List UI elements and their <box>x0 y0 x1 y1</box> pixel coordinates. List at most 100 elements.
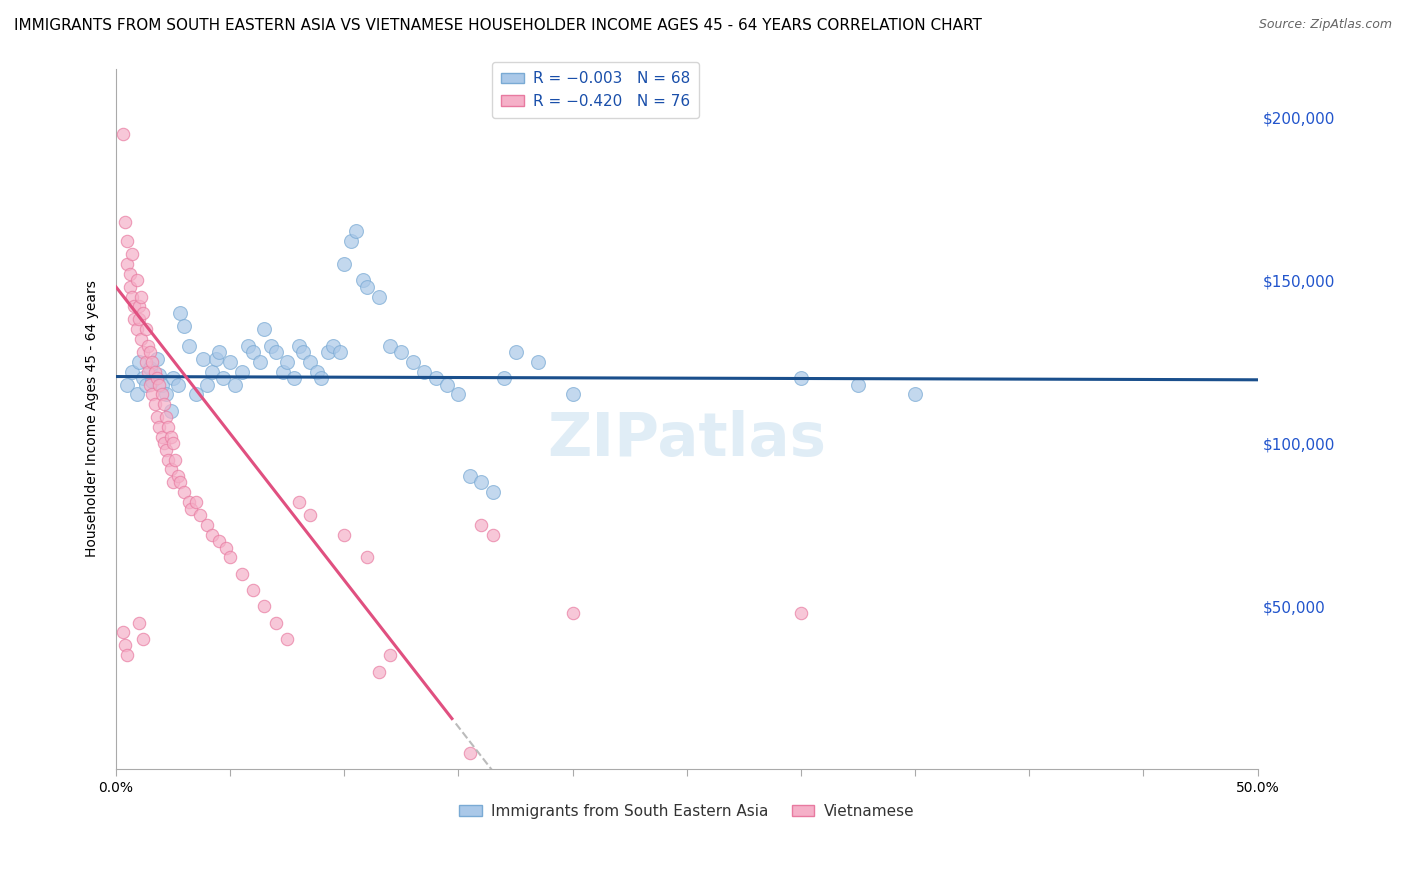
Point <box>125 387 148 401</box>
Point <box>125 322 148 336</box>
Point <box>846 377 869 392</box>
Point <box>344 225 367 239</box>
Point <box>162 475 184 490</box>
Point <box>132 632 155 646</box>
Point <box>141 355 163 369</box>
Point <box>136 365 159 379</box>
Point <box>128 615 150 630</box>
Point <box>224 377 246 392</box>
Point <box>402 355 425 369</box>
Point <box>128 312 150 326</box>
Point <box>117 257 139 271</box>
Point <box>166 469 188 483</box>
Point <box>157 420 180 434</box>
Point <box>114 639 136 653</box>
Point <box>153 436 176 450</box>
Point <box>458 469 481 483</box>
Point <box>299 355 322 369</box>
Point <box>378 648 401 663</box>
Point <box>276 632 298 646</box>
Y-axis label: Householder Income Ages 45 - 64 years: Householder Income Ages 45 - 64 years <box>86 280 100 558</box>
Point <box>114 215 136 229</box>
Point <box>283 371 305 385</box>
Point <box>231 566 253 581</box>
Point <box>177 338 200 352</box>
Text: ZIPatlas: ZIPatlas <box>547 410 827 469</box>
Point <box>195 517 218 532</box>
Point <box>165 452 187 467</box>
Point <box>195 377 218 392</box>
Point <box>132 306 155 320</box>
Point <box>249 355 271 369</box>
Point <box>129 332 152 346</box>
Point <box>155 387 177 401</box>
Legend: Immigrants from South Eastern Asia, Vietnamese: Immigrants from South Eastern Asia, Viet… <box>453 797 921 825</box>
Point <box>231 365 253 379</box>
Point <box>378 338 401 352</box>
Point <box>121 247 143 261</box>
Point <box>340 234 363 248</box>
Point <box>271 365 294 379</box>
Point <box>180 501 202 516</box>
Point <box>458 746 481 760</box>
Point <box>389 345 412 359</box>
Point <box>287 338 309 352</box>
Point <box>481 485 503 500</box>
Point <box>447 387 470 401</box>
Point <box>148 420 170 434</box>
Point <box>505 345 527 359</box>
Point <box>155 410 177 425</box>
Point <box>561 387 583 401</box>
Point <box>367 290 389 304</box>
Point <box>128 355 150 369</box>
Point <box>143 365 166 379</box>
Point <box>139 345 162 359</box>
Point <box>527 355 550 369</box>
Point <box>118 280 141 294</box>
Point <box>136 338 159 352</box>
Point <box>264 615 287 630</box>
Point <box>352 273 374 287</box>
Point <box>238 338 260 352</box>
Point <box>253 322 276 336</box>
Point <box>253 599 276 614</box>
Point <box>311 371 333 385</box>
Point <box>125 273 148 287</box>
Point <box>159 430 181 444</box>
Point <box>292 345 315 359</box>
Point <box>219 550 242 565</box>
Point <box>184 495 207 509</box>
Point <box>111 625 134 640</box>
Point <box>135 355 157 369</box>
Point <box>169 475 191 490</box>
Point <box>148 368 170 382</box>
Point <box>148 377 170 392</box>
Point <box>117 648 139 663</box>
Point <box>201 527 224 541</box>
Point <box>169 306 191 320</box>
Point <box>141 387 163 401</box>
Point <box>425 371 447 385</box>
Text: Source: ZipAtlas.com: Source: ZipAtlas.com <box>1258 18 1392 31</box>
Point <box>208 345 231 359</box>
Point <box>150 377 173 392</box>
Point <box>208 534 231 549</box>
Point <box>470 475 492 490</box>
Point <box>155 442 177 457</box>
Point <box>159 462 181 476</box>
Point <box>191 351 214 366</box>
Point <box>177 495 200 509</box>
Point <box>153 397 176 411</box>
Point <box>333 257 356 271</box>
Point <box>143 397 166 411</box>
Point <box>205 351 228 366</box>
Point <box>276 355 298 369</box>
Point <box>413 365 436 379</box>
Point <box>132 345 155 359</box>
Point <box>190 508 212 522</box>
Point <box>356 550 378 565</box>
Point <box>121 290 143 304</box>
Point <box>122 300 145 314</box>
Point <box>150 387 173 401</box>
Point <box>146 410 169 425</box>
